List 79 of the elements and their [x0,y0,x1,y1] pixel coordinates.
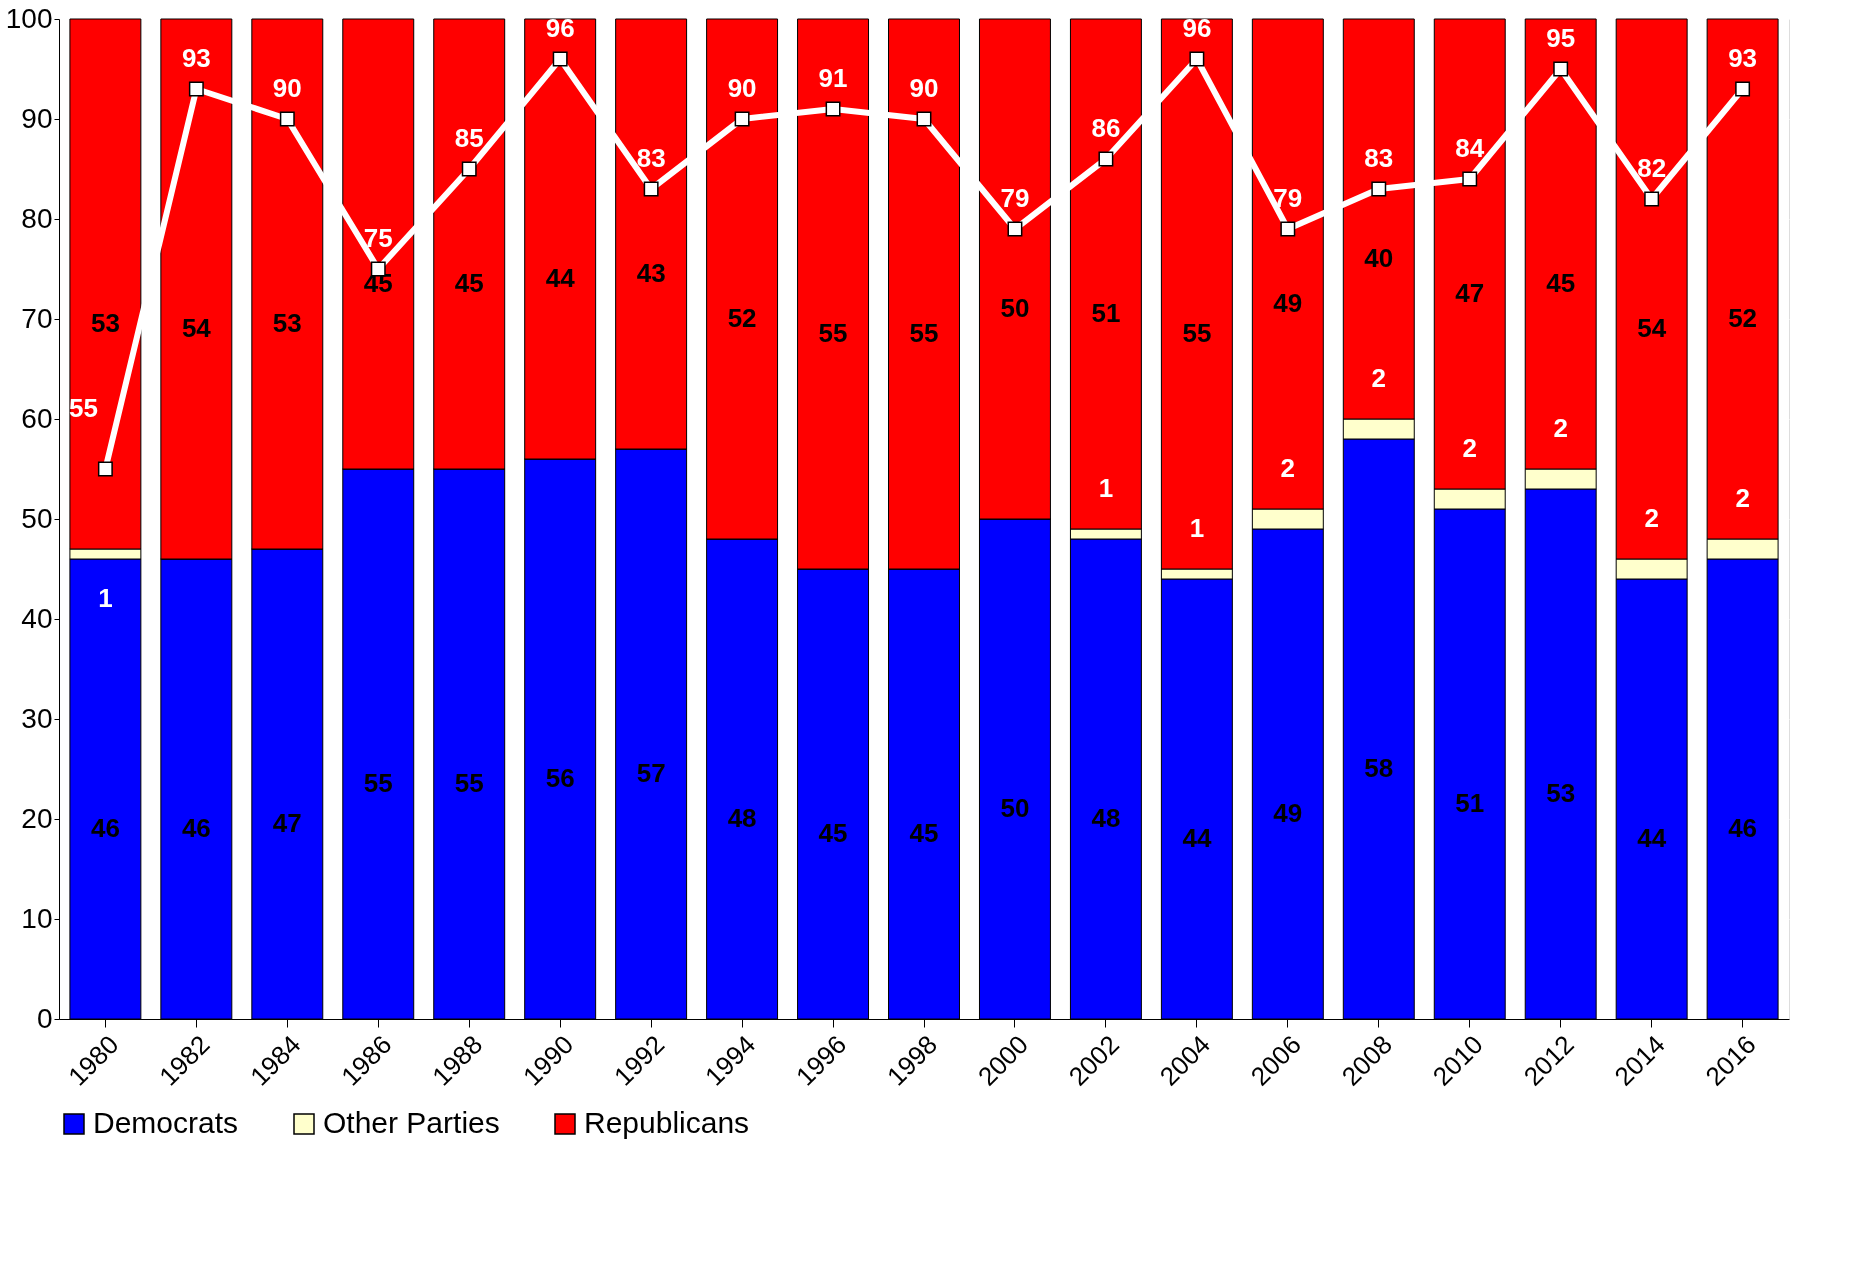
data-label: 58 [1364,753,1394,783]
data-label: 47 [1455,278,1485,308]
data-label: 85 [454,123,484,153]
data-label: 2 [1462,433,1477,463]
data-label: 1 [1098,473,1114,503]
y-tick-label: 60 [21,402,53,434]
data-label: 45 [818,818,848,848]
data-label: 55 [1182,318,1212,348]
data-label: 51 [1455,788,1485,818]
data-label: 54 [1637,313,1667,343]
data-label: 51 [1091,298,1121,328]
data-label: 46 [90,813,120,843]
data-label: 44 [545,263,576,293]
y-tick-label: 30 [21,702,53,734]
data-label: 47 [272,808,302,838]
data-label: 55 [454,768,484,798]
y-tick-label: 50 [21,502,53,534]
data-label: 48 [727,803,757,833]
data-label: 46 [1728,813,1758,843]
data-label: 91 [818,63,848,93]
data-label: 90 [272,73,302,103]
data-label: 45 [1546,268,1576,298]
data-label: 55 [68,393,98,423]
data-label: 50 [1000,293,1030,323]
data-label: 79 [1000,183,1030,213]
data-label: 93 [1728,43,1758,73]
legend-label: Other Parties [323,1106,500,1139]
data-label: 52 [727,303,757,333]
data-label: 53 [1546,778,1576,808]
data-label: 82 [1637,153,1667,183]
data-label: 2 [1644,503,1659,533]
data-label: 75 [363,223,393,253]
data-label: 96 [545,13,575,43]
data-label: 45 [909,818,939,848]
y-tick-label: 10 [21,902,53,934]
data-label: 44 [1182,823,1212,853]
data-label: 2 [1371,363,1387,393]
legend-label: Republicans [584,1106,750,1139]
y-tick-label: 80 [21,202,53,234]
legend-label: Democrats [93,1106,239,1139]
y-tick-label: 70 [21,302,53,334]
data-label: 44 [1637,823,1667,853]
data-label: 1 [98,583,113,613]
data-label: 90 [909,73,939,103]
data-label: 50 [1000,793,1030,823]
y-tick-label: 100 [5,2,53,34]
data-label: 1 [1189,513,1205,543]
data-label: 83 [1364,143,1394,173]
data-label: 96 [1182,13,1212,43]
data-label: 40 [1364,243,1394,273]
data-label: 56 [545,763,575,793]
data-label: 2 [1553,413,1568,443]
data-label: 52 [1728,303,1758,333]
data-label: 55 [818,318,848,348]
y-tick-label: 20 [21,802,53,834]
data-label: 48 [1091,803,1121,833]
data-label: 45 [454,268,484,298]
data-label: 86 [1091,113,1121,143]
data-label: 53 [90,308,120,338]
data-label: 49 [1273,288,1303,318]
y-tick-label: 40 [21,602,53,634]
data-label: 2 [1735,483,1750,513]
data-label: 54 [181,313,212,343]
data-label: 46 [181,813,211,843]
data-label: 55 [909,318,939,348]
data-label: 93 [181,43,211,73]
data-label: 57 [636,758,666,788]
data-label: 55 [363,768,393,798]
data-label: 84 [1455,133,1485,163]
y-tick-label: 90 [21,102,53,134]
data-label: 79 [1273,183,1303,213]
data-label: 49 [1273,798,1303,828]
data-label: 95 [1546,23,1576,53]
data-label: 53 [272,308,302,338]
data-label: 43 [636,258,666,288]
data-label: 83 [636,143,666,173]
data-label: 2 [1280,453,1296,483]
y-tick-label: 0 [36,1002,53,1034]
data-label: 90 [727,73,757,103]
